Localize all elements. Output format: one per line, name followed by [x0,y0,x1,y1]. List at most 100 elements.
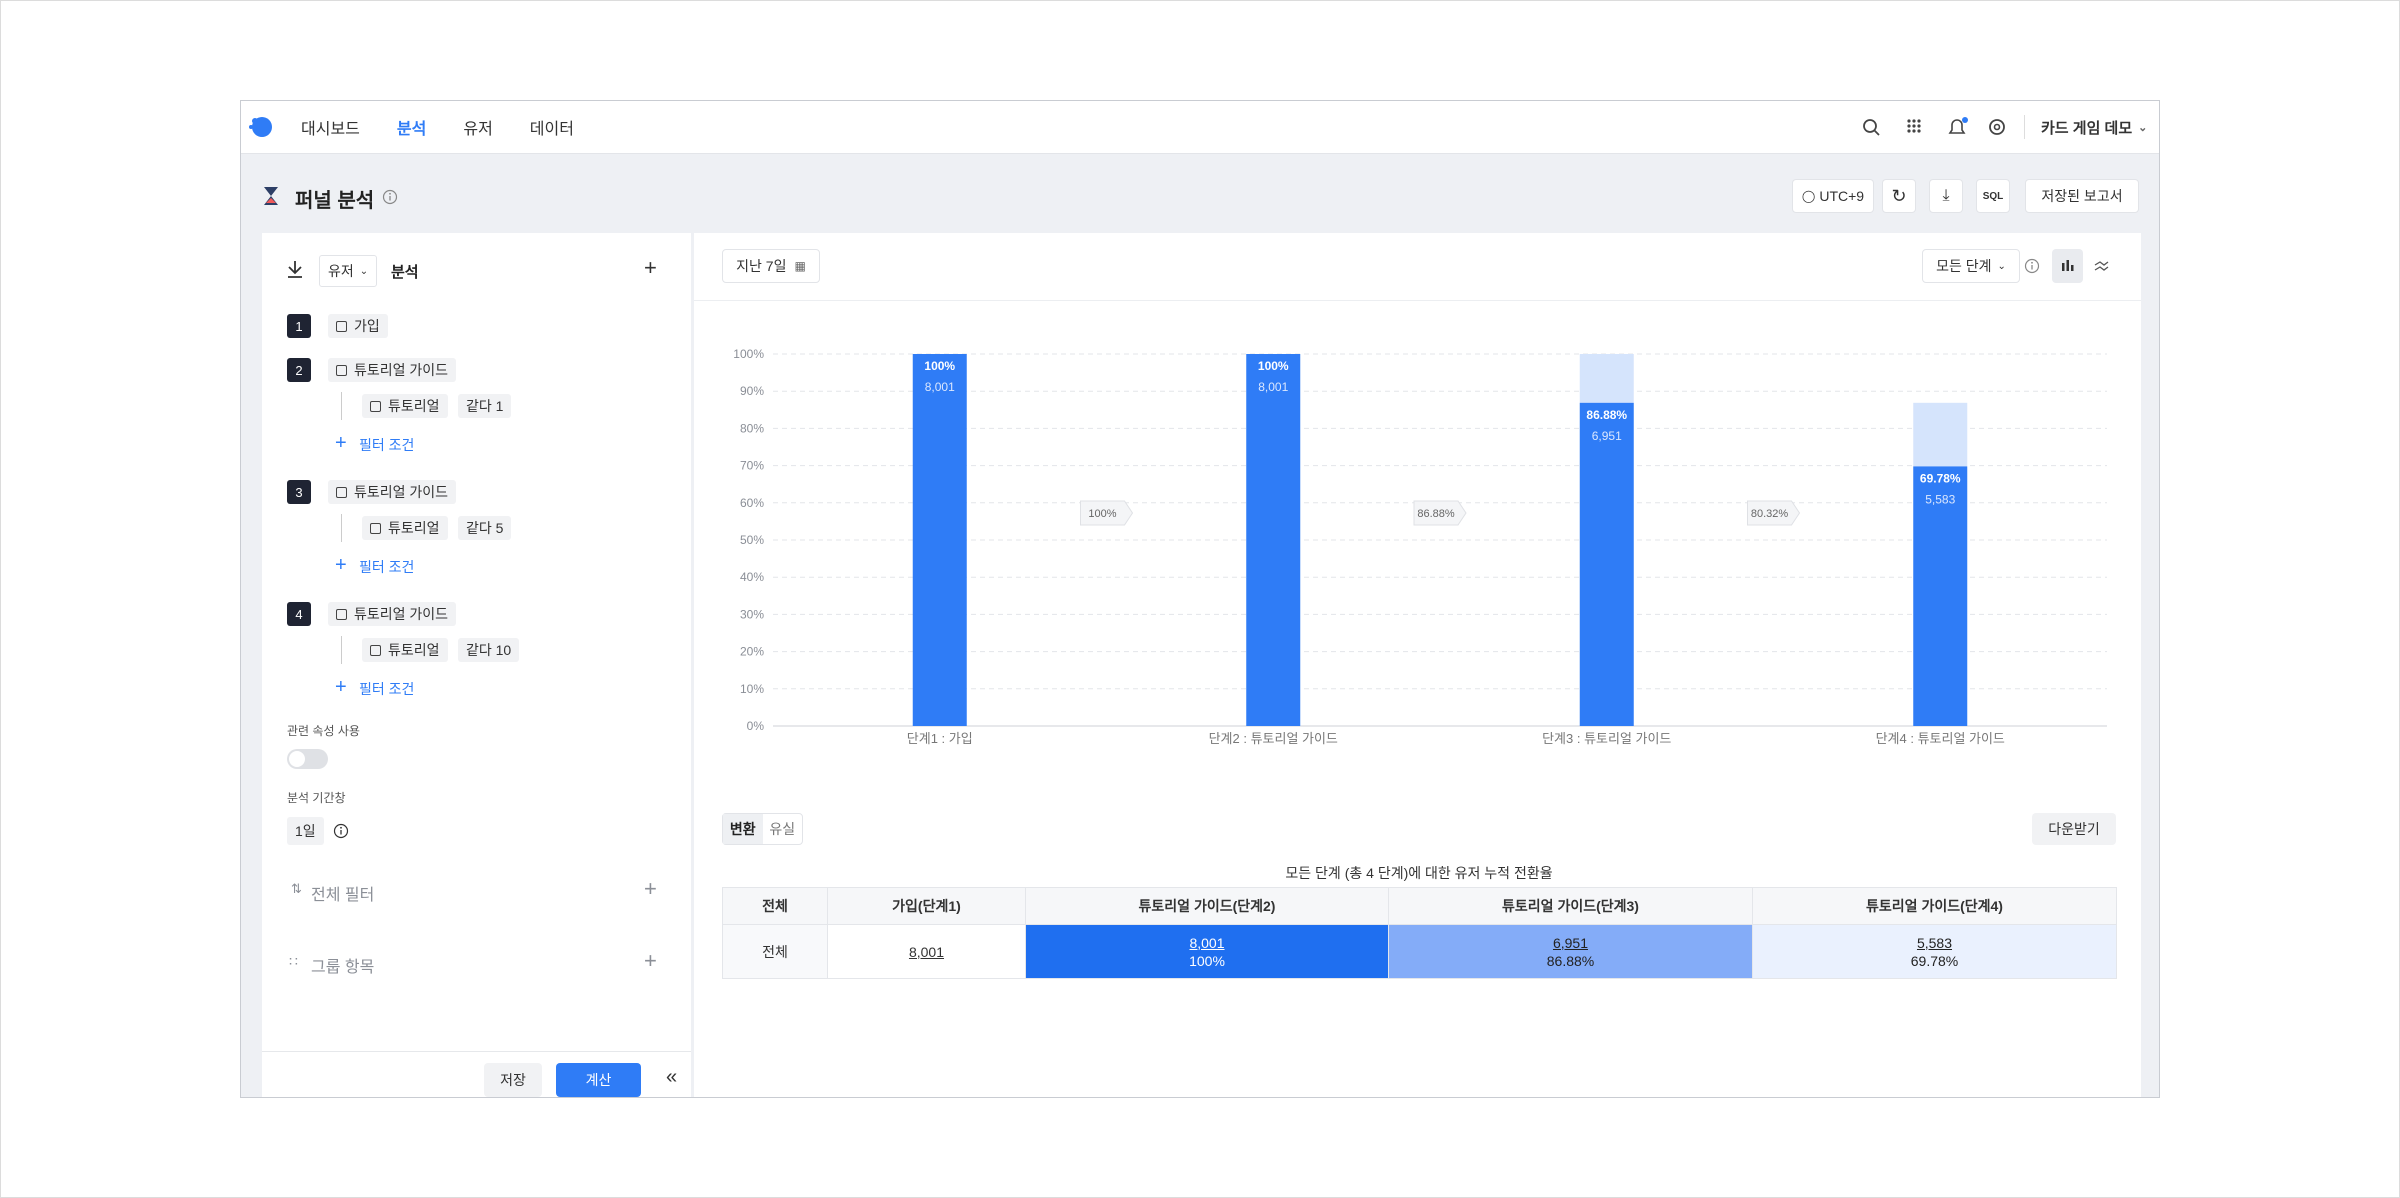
calculate-button[interactable]: 계산 [556,1063,641,1097]
filter-condition[interactable]: 같다 5 [458,516,512,540]
subject-label: 분석 [391,264,419,281]
download-button[interactable]: ⤓ [1929,179,1963,213]
table-cell: 6,951 86.88% [1388,924,1753,979]
step-selector-label: 모든 단계 [1936,258,1992,274]
event-icon [336,608,347,620]
info-icon[interactable] [333,823,349,839]
add-step-button[interactable]: + [644,255,657,280]
result-tab[interactable]: 유실 [769,821,796,837]
filter-condition[interactable]: 같다 10 [458,638,520,662]
property-name: 튜토리얼 [388,398,440,414]
table-body: 전체 8,001 8,001 100% 6,951 86.88% 5,583 69.78% [722,924,2117,979]
nav-icons[interactable] [1861,115,2011,139]
property-name: 튜토리얼 [388,642,440,658]
funnel-icon [264,187,278,205]
add-group[interactable]: + [644,948,657,973]
add-filter-icon[interactable]: + [335,676,347,698]
step-event[interactable]: 가입 [328,314,388,338]
date-range-button[interactable]: 지난 7일 ▦ [722,249,820,283]
add-filter-icon[interactable]: + [335,554,347,576]
refresh-button[interactable]: ↻ [1882,179,1916,213]
workspace-selector[interactable]: 카드 게임 데모 ⌄ [2041,101,2147,153]
nav-item[interactable]: 데이터 [529,121,574,138]
table-cell: 전체 [722,924,828,979]
step-number: 1 [287,314,311,338]
nav-items: 대시보드 분석 유저 데이터 [301,101,574,153]
cell-count[interactable]: 5,583 [1916,934,1953,951]
info-icon[interactable] [2024,258,2040,274]
event-name: 가입 [354,318,380,334]
window-label: 분석 기간창 [287,791,346,805]
collapse-button[interactable]: « [666,1066,678,1088]
download-table-button[interactable]: 다운받기 [2032,813,2116,845]
cell-count[interactable]: 6,951 [1552,934,1589,951]
table-header-cell: 전체 [722,887,828,925]
nav-item[interactable]: 분석 [396,121,427,138]
event-name: 튜토리얼 가이드 [354,484,449,500]
nav-item[interactable]: 유저 [463,121,493,138]
logo [249,117,272,137]
add-filter[interactable]: 필터 조건 [359,681,415,697]
add-filter-icon[interactable]: + [335,432,347,454]
result-tabs: 변환 유실 [722,813,803,845]
cell-value: 전체 [762,943,788,960]
cell-rate: 86.88% [1546,952,1595,969]
event-icon [336,320,347,332]
cell-rate: 69.78% [1910,952,1959,969]
cell-value[interactable]: 8,001 [908,943,945,960]
subject-icon [288,261,302,278]
step-selector[interactable]: 모든 단계 ⌄ [1922,249,2020,283]
nav-item[interactable]: 대시보드 [301,121,360,138]
footer-divider [262,1051,691,1052]
toolbar-divider [694,300,2141,301]
table-header-cell: 튜토리얼 가이드(단계3) [1388,887,1753,925]
event-icon [336,364,347,376]
subject-dropdown[interactable]: 유저 ⌄ [319,255,378,287]
property-icon [370,644,381,656]
event-name: 튜토리얼 가이드 [354,362,449,378]
table-cell: 8,001 100% [1025,924,1389,979]
page-title: 퍼널 분석 [295,190,375,212]
table-header: 전체 가입(단계1) 튜토리얼 가이드(단계2) 튜토리얼 가이드(단계3) 튜토리얼 … [722,887,2117,925]
cell-count[interactable]: 8,001 [1189,934,1225,951]
bar-view-button[interactable] [2052,249,2083,283]
top-nav: 대시보드 분석 유저 데이터 카드 게임 데모 ⌄ [241,101,2159,154]
add-filter[interactable]: 필터 조건 [359,559,415,575]
timezone-label: UTC+9 [1819,188,1865,204]
table-header-cell: 가입(단계1) [827,887,1026,925]
step-event[interactable]: 튜토리얼 가이드 [328,602,457,626]
event-name: 튜토리얼 가이드 [354,606,449,622]
subject: 유저 [328,263,354,279]
property-name: 튜토리얼 [388,520,440,536]
saved-reports-button[interactable]: 저장된 보고서 [2025,179,2139,213]
filter-property[interactable]: 튜토리얼 [362,394,448,418]
sql-button[interactable]: SQL [1976,179,2010,213]
filter-connector [341,392,342,420]
filter-condition[interactable]: 같다 1 [458,394,512,418]
window-value[interactable]: 1일 [287,817,324,845]
filter-icon: ⇅ [291,881,302,896]
step-event[interactable]: 튜토리얼 가이드 [328,480,457,504]
table-header-cell: 튜토리얼 가이드(단계4) [1752,887,2117,925]
table-title: 모든 단계 (총 4 단계)에 대한 유저 누적 전환율 [1285,865,1553,881]
save-button[interactable]: 저장 [484,1063,542,1097]
filter-property[interactable]: 튜토리얼 [362,638,448,662]
result-tab[interactable]: 변환 [723,814,763,844]
related-property-label: 관련 속성 사용 [287,724,360,738]
table-header-cell: 튜토리얼 가이드(단계2) [1025,887,1389,925]
step-event[interactable]: 튜토리얼 가이드 [328,358,457,382]
info-icon[interactable] [382,189,398,205]
event-icon [336,486,347,498]
timezone-button[interactable]: ◯ UTC+9 [1792,179,1874,213]
global-filter-label: 전체 필터 [311,887,375,904]
add-filter[interactable]: 필터 조건 [359,437,415,453]
line-view-button[interactable] [2086,249,2117,283]
add-global-filter[interactable]: + [644,876,657,901]
cell-rate: 100% [1189,952,1225,969]
filter-property[interactable]: 튜토리얼 [362,516,448,540]
result-table: 전체 가입(단계1) 튜토리얼 가이드(단계2) 튜토리얼 가이드(단계3) 튜토리얼 … [722,887,2117,979]
property-icon [370,522,381,534]
divider [2024,115,2025,139]
related-property-toggle[interactable] [287,749,328,769]
filter-connector [341,514,342,542]
